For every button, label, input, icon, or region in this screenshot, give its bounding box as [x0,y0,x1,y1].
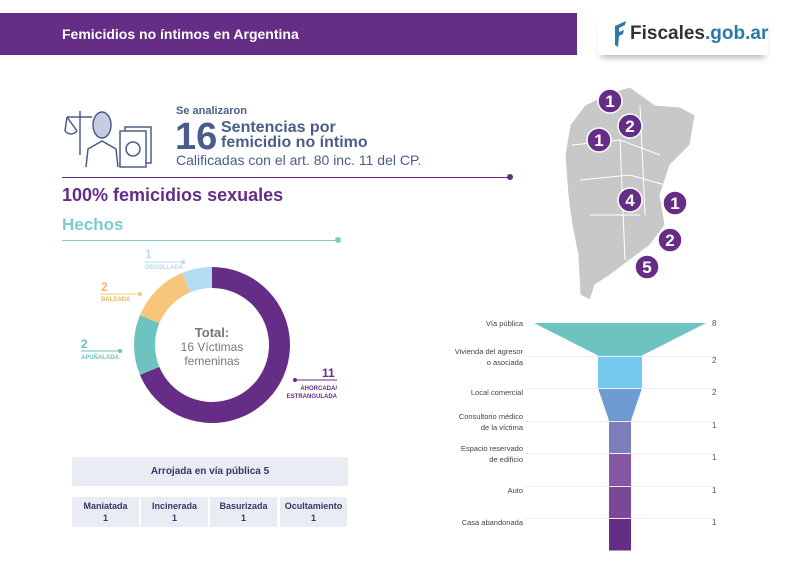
funnel-label: Consultorio médico de la víctima [459,411,523,433]
map-marker-count: 5 [642,258,651,277]
map-marker-count: 1 [670,194,679,213]
funnel-value: 8 [712,319,717,328]
logo-box [598,15,768,55]
funnel-label-line: de edificio [489,455,523,464]
funnel-segment [598,388,642,421]
funnel-segment [609,453,631,486]
donut-slice [133,315,160,375]
funnel-label: Vivienda del agresor o asociada [455,346,523,368]
funnel-value: 1 [712,453,717,462]
qualified-text: Calificadas con el art. 80 inc. 11 del C… [176,152,422,168]
sentence-count: 16 [175,116,218,158]
map-marker [617,187,643,213]
logo-icon [615,21,626,47]
divider-dot [507,174,513,180]
funnel-label: Vía pública [486,318,523,329]
map-marker [634,254,660,280]
label-name: BALEADA [101,297,131,303]
donut-chart [81,260,337,423]
gridline [525,420,715,422]
funnel-label-line: Auto [507,485,523,495]
funnel-value: 2 [712,355,717,365]
analyzed-label: Se analizaron [176,105,247,117]
gridline [525,355,715,357]
donut-slice [139,272,191,324]
label-value: 11 [322,366,335,380]
table-cell: Ocultamiento 1 [280,497,347,527]
table-cell: Incinerada 1 [141,497,208,527]
section-title: Hechos [62,215,124,234]
gridline [525,453,715,454]
label-name: DEGOLLADA [145,265,183,271]
funnel-segment [534,323,706,356]
table-cell: Basurizada 1 [210,497,277,527]
funnel-label-line: Local comercial [470,388,523,397]
funnel-label-line: de la víctima [480,422,523,432]
funnel-label-line: Vía pública [485,319,523,328]
leader-dot [118,349,122,353]
map-marker-count: 2 [625,117,634,136]
section-divider-dot [335,237,341,243]
funnel-value: 1 [712,518,717,527]
gridline [525,518,715,519]
page-title: Femicidios no íntimos en Argentina [62,26,299,42]
funnel-label: Espacio reservado de edificio [461,443,523,465]
leader-dot [293,378,297,382]
funnel-segment [609,518,631,551]
justice-icon [64,111,152,168]
map-marker-count: 2 [665,231,674,250]
funnel-label: Local comercial [471,387,523,398]
funnel-label-line: Vivienda del agresor [454,346,523,356]
funnel-value: 2 [712,388,717,397]
funnel-value: 1 [712,420,717,430]
leader-dot [181,260,185,264]
map-marker [586,127,612,153]
label-value: 1 [145,247,152,261]
donut-total: Total: 16 Víctimas femeninas [180,325,244,369]
header-banner [0,13,577,55]
divider [62,177,510,178]
funnel-segment [598,355,642,388]
map-marker [597,88,623,114]
table-header: Arrojada en vía pública 5 [72,457,348,486]
section-divider [62,240,338,241]
funnel-label-line: Consultorio médico [458,411,523,421]
funnel-label: Casa abandonada [462,517,523,528]
gridline [525,485,715,487]
headline: 100% femicidios sexuales [62,185,284,205]
donut-slice [182,267,212,293]
map-marker-count: 1 [594,131,603,150]
map-marker [662,190,688,216]
funnel-label-line: Casa abandonada [461,518,523,527]
gridline [525,388,715,389]
label-value: 2 [81,337,88,351]
funnel-label-line: o asociada [486,357,523,367]
leader-dot [138,292,142,296]
funnel-segment [609,420,631,453]
sentence-type: Sentencias por femicidio no íntimo [221,119,368,151]
label-value: 2 [101,280,108,294]
label-name: AHORCADA/ ESTRANGULADA [286,386,337,400]
label-name: APUÑALADA [81,355,119,361]
funnel-label-line: Espacio reservado [460,444,523,453]
map-marker [657,227,683,253]
table-cell: Maniatada 1 [72,497,139,527]
funnel-segment [609,485,631,518]
map-marker [617,113,643,139]
logo: Fiscales.gob.ar [630,23,769,44]
map-marker-count: 4 [625,191,635,210]
funnel-value: 1 [712,485,717,495]
funnel-label: Auto [508,485,523,496]
map-marker-count: 1 [605,92,614,111]
